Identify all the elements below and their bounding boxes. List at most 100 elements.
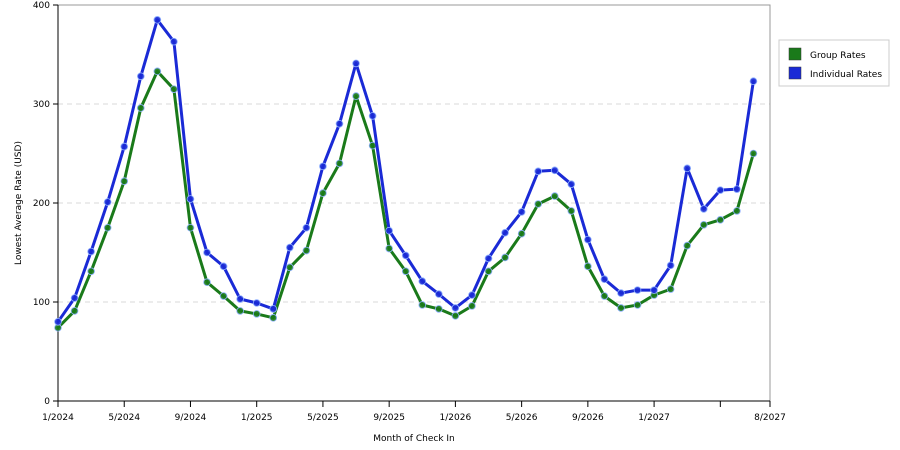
legend-label: Individual Rates bbox=[810, 70, 882, 80]
data-point bbox=[401, 267, 410, 276]
data-point bbox=[666, 285, 675, 293]
data-point bbox=[501, 228, 509, 237]
legend-swatch bbox=[788, 66, 802, 80]
data-point bbox=[70, 307, 79, 315]
data-point bbox=[617, 304, 625, 312]
data-point bbox=[136, 104, 145, 112]
data-point bbox=[650, 286, 658, 294]
x-tick-label: 9/2025 bbox=[373, 413, 405, 423]
data-point bbox=[584, 235, 592, 244]
x-tick-label: 1/2027 bbox=[638, 413, 670, 423]
x-tick-label: 1/2025 bbox=[241, 413, 273, 423]
data-point bbox=[567, 207, 576, 215]
data-point bbox=[120, 177, 129, 186]
x-tick-label: 9/2026 bbox=[572, 413, 604, 423]
data-point bbox=[120, 142, 129, 151]
data-point bbox=[699, 220, 708, 229]
data-point bbox=[666, 261, 675, 270]
data-point bbox=[153, 67, 162, 76]
data-point bbox=[749, 149, 758, 158]
legend-swatch bbox=[788, 47, 802, 61]
data-point bbox=[269, 314, 278, 322]
data-point bbox=[219, 262, 228, 271]
data-point bbox=[600, 275, 609, 284]
axis-labels: Month of Check In Lowest Average Rate (U… bbox=[14, 141, 455, 444]
data-point bbox=[534, 167, 542, 176]
x-tick-label: 1/2026 bbox=[440, 413, 472, 423]
data-point bbox=[103, 223, 112, 232]
data-point bbox=[153, 16, 162, 24]
data-point bbox=[286, 263, 294, 272]
y-tick-label: 0 bbox=[44, 397, 50, 407]
data-point bbox=[468, 291, 476, 299]
data-point bbox=[385, 244, 393, 253]
data-point bbox=[683, 164, 692, 173]
data-point bbox=[335, 120, 344, 128]
data-point bbox=[550, 192, 559, 200]
data-point bbox=[733, 207, 741, 215]
data-point bbox=[567, 180, 576, 188]
data-point bbox=[319, 162, 327, 171]
data-point bbox=[435, 305, 443, 313]
x-tick-label: 5/2026 bbox=[506, 413, 538, 423]
data-point bbox=[252, 310, 261, 318]
data-point bbox=[749, 77, 758, 86]
data-point bbox=[468, 302, 476, 310]
series-group-rates bbox=[54, 67, 758, 332]
data-point bbox=[236, 307, 244, 315]
data-point bbox=[550, 166, 559, 175]
data-point bbox=[302, 223, 311, 232]
data-point bbox=[87, 247, 95, 256]
data-point bbox=[600, 292, 609, 300]
data-point bbox=[54, 317, 62, 326]
y-tick-label: 400 bbox=[33, 1, 50, 11]
data-point bbox=[203, 278, 211, 287]
data-point bbox=[252, 299, 261, 307]
data-point bbox=[435, 290, 443, 298]
data-point bbox=[401, 251, 410, 260]
data-point bbox=[418, 301, 427, 309]
series-individual-rates bbox=[54, 16, 758, 326]
data-point bbox=[170, 85, 178, 93]
data-point bbox=[186, 223, 195, 232]
data-point bbox=[451, 304, 460, 312]
x-tick-label: 5/2024 bbox=[108, 413, 140, 423]
data-point bbox=[385, 226, 393, 235]
data-point bbox=[699, 205, 708, 213]
series-line bbox=[56, 18, 755, 324]
grid-lines bbox=[58, 103, 770, 303]
y-axis-label: Lowest Average Rate (USD) bbox=[14, 141, 24, 265]
data-point bbox=[484, 254, 493, 263]
data-point bbox=[170, 37, 178, 46]
data-point bbox=[352, 92, 360, 100]
x-tick-label: 8/2027 bbox=[754, 413, 786, 423]
data-point bbox=[517, 208, 526, 216]
x-tick-label: 1/2024 bbox=[42, 413, 74, 423]
data-point bbox=[584, 262, 592, 271]
data-point bbox=[451, 312, 460, 320]
data-point bbox=[633, 286, 642, 294]
data-point bbox=[368, 112, 377, 120]
data-point bbox=[617, 289, 625, 297]
data-point bbox=[236, 295, 244, 303]
data-point bbox=[683, 241, 692, 250]
data-point bbox=[335, 159, 344, 168]
data-point bbox=[716, 216, 725, 224]
data-point bbox=[352, 59, 360, 68]
data-point bbox=[103, 198, 112, 206]
data-point bbox=[203, 248, 211, 257]
data-point bbox=[484, 267, 493, 276]
x-tick-label: 5/2025 bbox=[307, 413, 339, 423]
axes: 0 100 200 300 400 1/2024 5/2024 9/2024 1/2025 5/2… bbox=[33, 1, 786, 423]
series-layer bbox=[54, 16, 758, 332]
data-point bbox=[269, 305, 278, 313]
data-point bbox=[716, 186, 725, 194]
y-tick-label: 200 bbox=[33, 199, 50, 209]
x-tick-label: 9/2024 bbox=[175, 413, 207, 423]
data-point bbox=[418, 277, 427, 286]
data-point bbox=[70, 294, 79, 302]
legend: Group Rates Individual Rates bbox=[778, 39, 890, 87]
data-point bbox=[136, 72, 145, 81]
y-tick-label: 300 bbox=[33, 100, 50, 110]
